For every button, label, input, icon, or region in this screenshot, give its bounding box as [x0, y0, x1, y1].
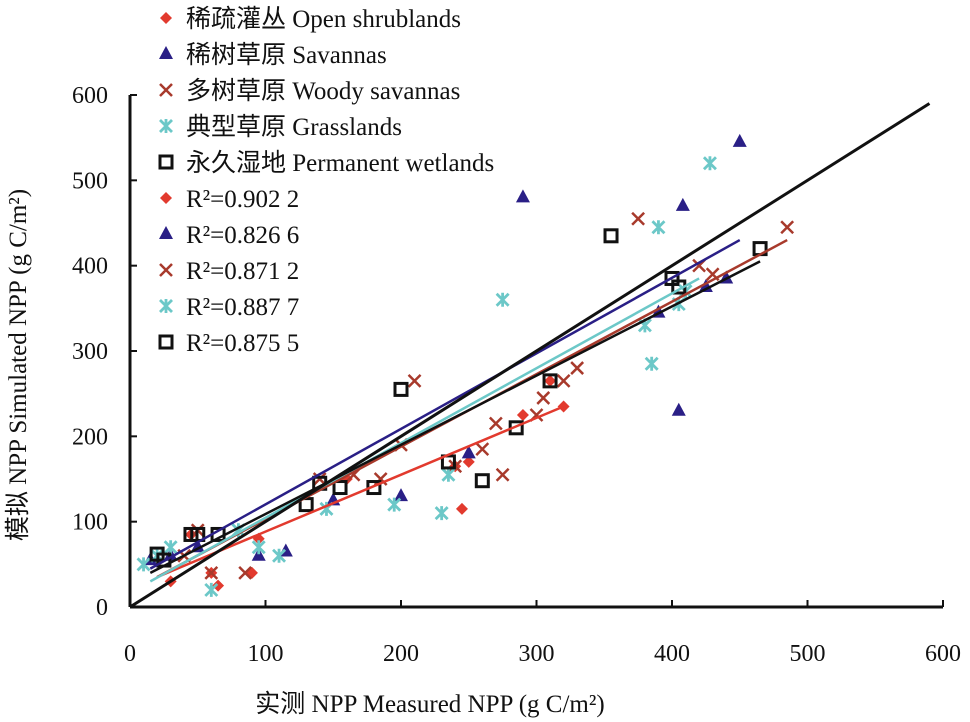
point-square-11 — [474, 473, 490, 489]
y-tick-label: 300 — [72, 339, 108, 365]
point-asterisk-10 — [441, 467, 456, 482]
legend-label-3: 典型草原 Grasslands — [186, 113, 402, 141]
legend-label-0: 稀疏灌丛 Open shrublands — [186, 5, 461, 33]
point-x-10 — [475, 442, 490, 457]
point-triangle-7 — [461, 445, 476, 459]
legend-r2-1: R²=0.826 6 — [186, 222, 299, 249]
x-tick-label: 300 — [519, 641, 555, 667]
y-tick-label: 500 — [72, 168, 108, 194]
point-asterisk-2 — [163, 540, 178, 555]
point-x-15 — [556, 373, 571, 388]
point-triangle-10 — [671, 402, 686, 416]
point-diamond-10 — [462, 455, 475, 468]
point-x-8 — [407, 373, 422, 388]
point-diamond-11 — [516, 409, 529, 421]
point-asterisk-13 — [644, 356, 659, 371]
point-x-2 — [204, 565, 219, 580]
point-triangle-6 — [394, 488, 408, 502]
y-tick-label: 200 — [72, 424, 108, 450]
legend-r2-marker-2 — [159, 263, 173, 277]
point-square-7 — [332, 480, 348, 496]
legend-r2-3: R²=0.887 7 — [186, 294, 299, 321]
point-asterisk-0 — [136, 557, 151, 572]
point-triangle-3 — [251, 547, 266, 561]
point-asterisk-3 — [204, 582, 219, 597]
legend-r2-2: R²=0.871 2 — [186, 258, 299, 285]
x-tick-label: 200 — [383, 641, 419, 667]
point-asterisk-11 — [495, 292, 510, 307]
legend-marker-3 — [159, 119, 173, 133]
point-triangle-2 — [190, 539, 205, 553]
point-triangle-8 — [515, 189, 530, 203]
point-x-12 — [495, 467, 510, 482]
y-tick-label: 100 — [72, 510, 108, 536]
point-square-3 — [190, 526, 206, 542]
legend-r2-4: R²=0.875 5 — [186, 330, 299, 357]
point-x-11 — [488, 416, 503, 431]
y-tick-label: 0 — [96, 595, 108, 621]
x-tick-label: 100 — [248, 641, 284, 667]
point-asterisk-5 — [251, 540, 266, 555]
point-square-14 — [603, 228, 619, 244]
legend-marker-0 — [160, 12, 172, 24]
x-tick-label: 600 — [925, 641, 961, 667]
point-asterisk-17 — [702, 156, 717, 171]
point-x-14 — [536, 391, 551, 405]
point-triangle-11 — [675, 197, 690, 211]
point-x-3 — [238, 565, 253, 580]
legend-marker-1 — [159, 46, 173, 59]
legend-r2-marker-3 — [159, 299, 173, 313]
point-x-16 — [570, 361, 585, 375]
one-to-one-line — [129, 102, 931, 609]
point-diamond-4 — [212, 579, 225, 592]
fit-line-4 — [149, 260, 761, 574]
point-diamond-12 — [544, 374, 557, 387]
y-tick-label: 400 — [72, 254, 108, 280]
point-asterisk-8 — [387, 497, 402, 512]
x-tick-label: 500 — [790, 641, 826, 667]
point-asterisk-14 — [651, 220, 666, 235]
legend-r2-marker-0 — [160, 192, 172, 204]
point-square-13 — [542, 373, 558, 389]
point-diamond-8 — [455, 502, 468, 515]
point-asterisk-9 — [434, 506, 449, 521]
x-tick-label: 0 — [124, 641, 136, 667]
legend-label-4: 永久湿地 Permanent wetlands — [186, 149, 494, 177]
legend-marker-2 — [159, 83, 173, 97]
x-tick-label: 400 — [654, 641, 690, 667]
fit-line-3 — [149, 277, 700, 583]
legend-label-2: 多树草原 Woody savannas — [186, 77, 460, 105]
legend-r2-0: R²=0.902 2 — [186, 186, 299, 213]
legend-label-1: 稀树草原 Savannas — [186, 41, 387, 69]
x-axis-title: 实测 NPP Measured NPP (g C/m²) — [255, 690, 604, 718]
point-square-9 — [393, 381, 409, 397]
legend-r2-marker-4 — [158, 334, 174, 350]
y-tick-label: 600 — [72, 83, 108, 109]
point-triangle-12 — [698, 279, 713, 292]
point-x-17 — [631, 211, 646, 226]
legend-marker-4 — [158, 154, 174, 170]
legend-r2-marker-1 — [159, 226, 173, 239]
y-axis-title: 模拟 NPP Simulated NPP (g C/m²) — [4, 189, 32, 541]
point-x-20 — [780, 220, 795, 235]
fit-line-1 — [149, 238, 741, 570]
point-triangle-14 — [732, 133, 747, 147]
point-asterisk-6 — [272, 548, 287, 563]
